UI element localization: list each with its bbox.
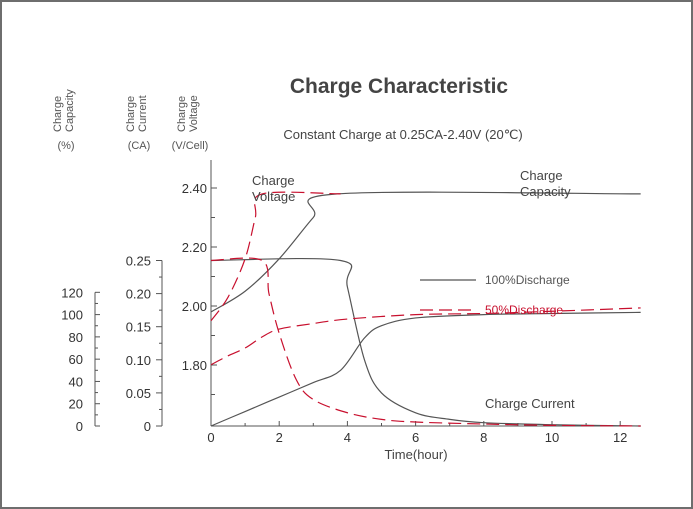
voltage-tick-label: 2.20 — [182, 240, 207, 255]
capacity-tick-label: 20 — [69, 397, 83, 412]
current-tick-label: 0.05 — [126, 386, 151, 401]
capacity-curve-label-line: Capacity — [520, 184, 571, 199]
current-tick-label: 0 — [144, 419, 151, 434]
current-curve-label: Charge Current — [485, 396, 575, 411]
current-axis-unit: (CA) — [128, 140, 151, 152]
time-tick-label: 6 — [412, 430, 419, 445]
series-100discharge-capacity — [210, 311, 641, 427]
capacity-tick-label: 100 — [61, 308, 83, 323]
capacity-tick-label: 80 — [69, 330, 83, 345]
current-tick-label: 0.10 — [126, 353, 151, 368]
capacity-tick-label: 40 — [69, 374, 83, 389]
chart-subtitle: Constant Charge at 0.25CA-2.40V (20℃) — [283, 127, 522, 142]
x-axis-label: Time(hour) — [384, 447, 447, 462]
series-50discharge-voltage — [210, 191, 341, 322]
series-100discharge-current — [210, 257, 641, 427]
voltage-tick-label: 2.00 — [182, 299, 207, 314]
capacity-axis-title-line-1: Charge — [52, 96, 64, 132]
legend-label: 100%Discharge — [485, 273, 570, 287]
time-tick-label: 12 — [613, 430, 627, 445]
voltage-tick-label: 2.40 — [182, 181, 207, 196]
capacity-axis-title-line-2: Capacity — [64, 89, 76, 132]
current-axis-title-line-1: Charge — [125, 96, 137, 132]
current-tick-label: 0.20 — [126, 287, 151, 302]
voltage-curve-label: Charge Voltage — [252, 173, 295, 204]
time-tick-label: 4 — [344, 430, 351, 445]
chart-title: Charge Characteristic — [290, 75, 509, 98]
time-tick-label: 2 — [276, 430, 283, 445]
capacity-tick-label: 60 — [69, 352, 83, 367]
capacity-curve-label-line: Charge — [520, 168, 563, 183]
capacity-axis-unit: (%) — [57, 140, 74, 152]
capacity-tick-label: 0 — [76, 419, 83, 434]
capacity-curve-label: Charge Capacity — [520, 168, 571, 199]
legend-label: 50%Discharge — [485, 303, 563, 317]
current-axis-title-line-2: Current — [137, 95, 149, 132]
time-tick-label: 0 — [207, 430, 214, 445]
series-50discharge-capacity — [210, 307, 641, 366]
current-tick-label: 0.25 — [126, 254, 151, 269]
series-50discharge-current — [210, 257, 641, 427]
voltage-curve-label-line: Voltage — [252, 189, 295, 204]
voltage-axis-unit: (V/Cell) — [172, 140, 209, 152]
voltage-axis-title-line-1: Charge — [176, 96, 188, 132]
time-tick-label: 8 — [480, 430, 487, 445]
voltage-curve-label-line: Charge — [252, 173, 295, 188]
time-tick-label: 10 — [545, 430, 559, 445]
voltage-tick-label: 1.80 — [182, 358, 207, 373]
series-group — [210, 191, 641, 427]
series-100discharge-voltage — [210, 191, 641, 313]
current-tick-label: 0.15 — [126, 320, 151, 335]
capacity-tick-label: 120 — [61, 285, 83, 300]
voltage-axis-title-line-2: Voltage — [188, 95, 200, 132]
